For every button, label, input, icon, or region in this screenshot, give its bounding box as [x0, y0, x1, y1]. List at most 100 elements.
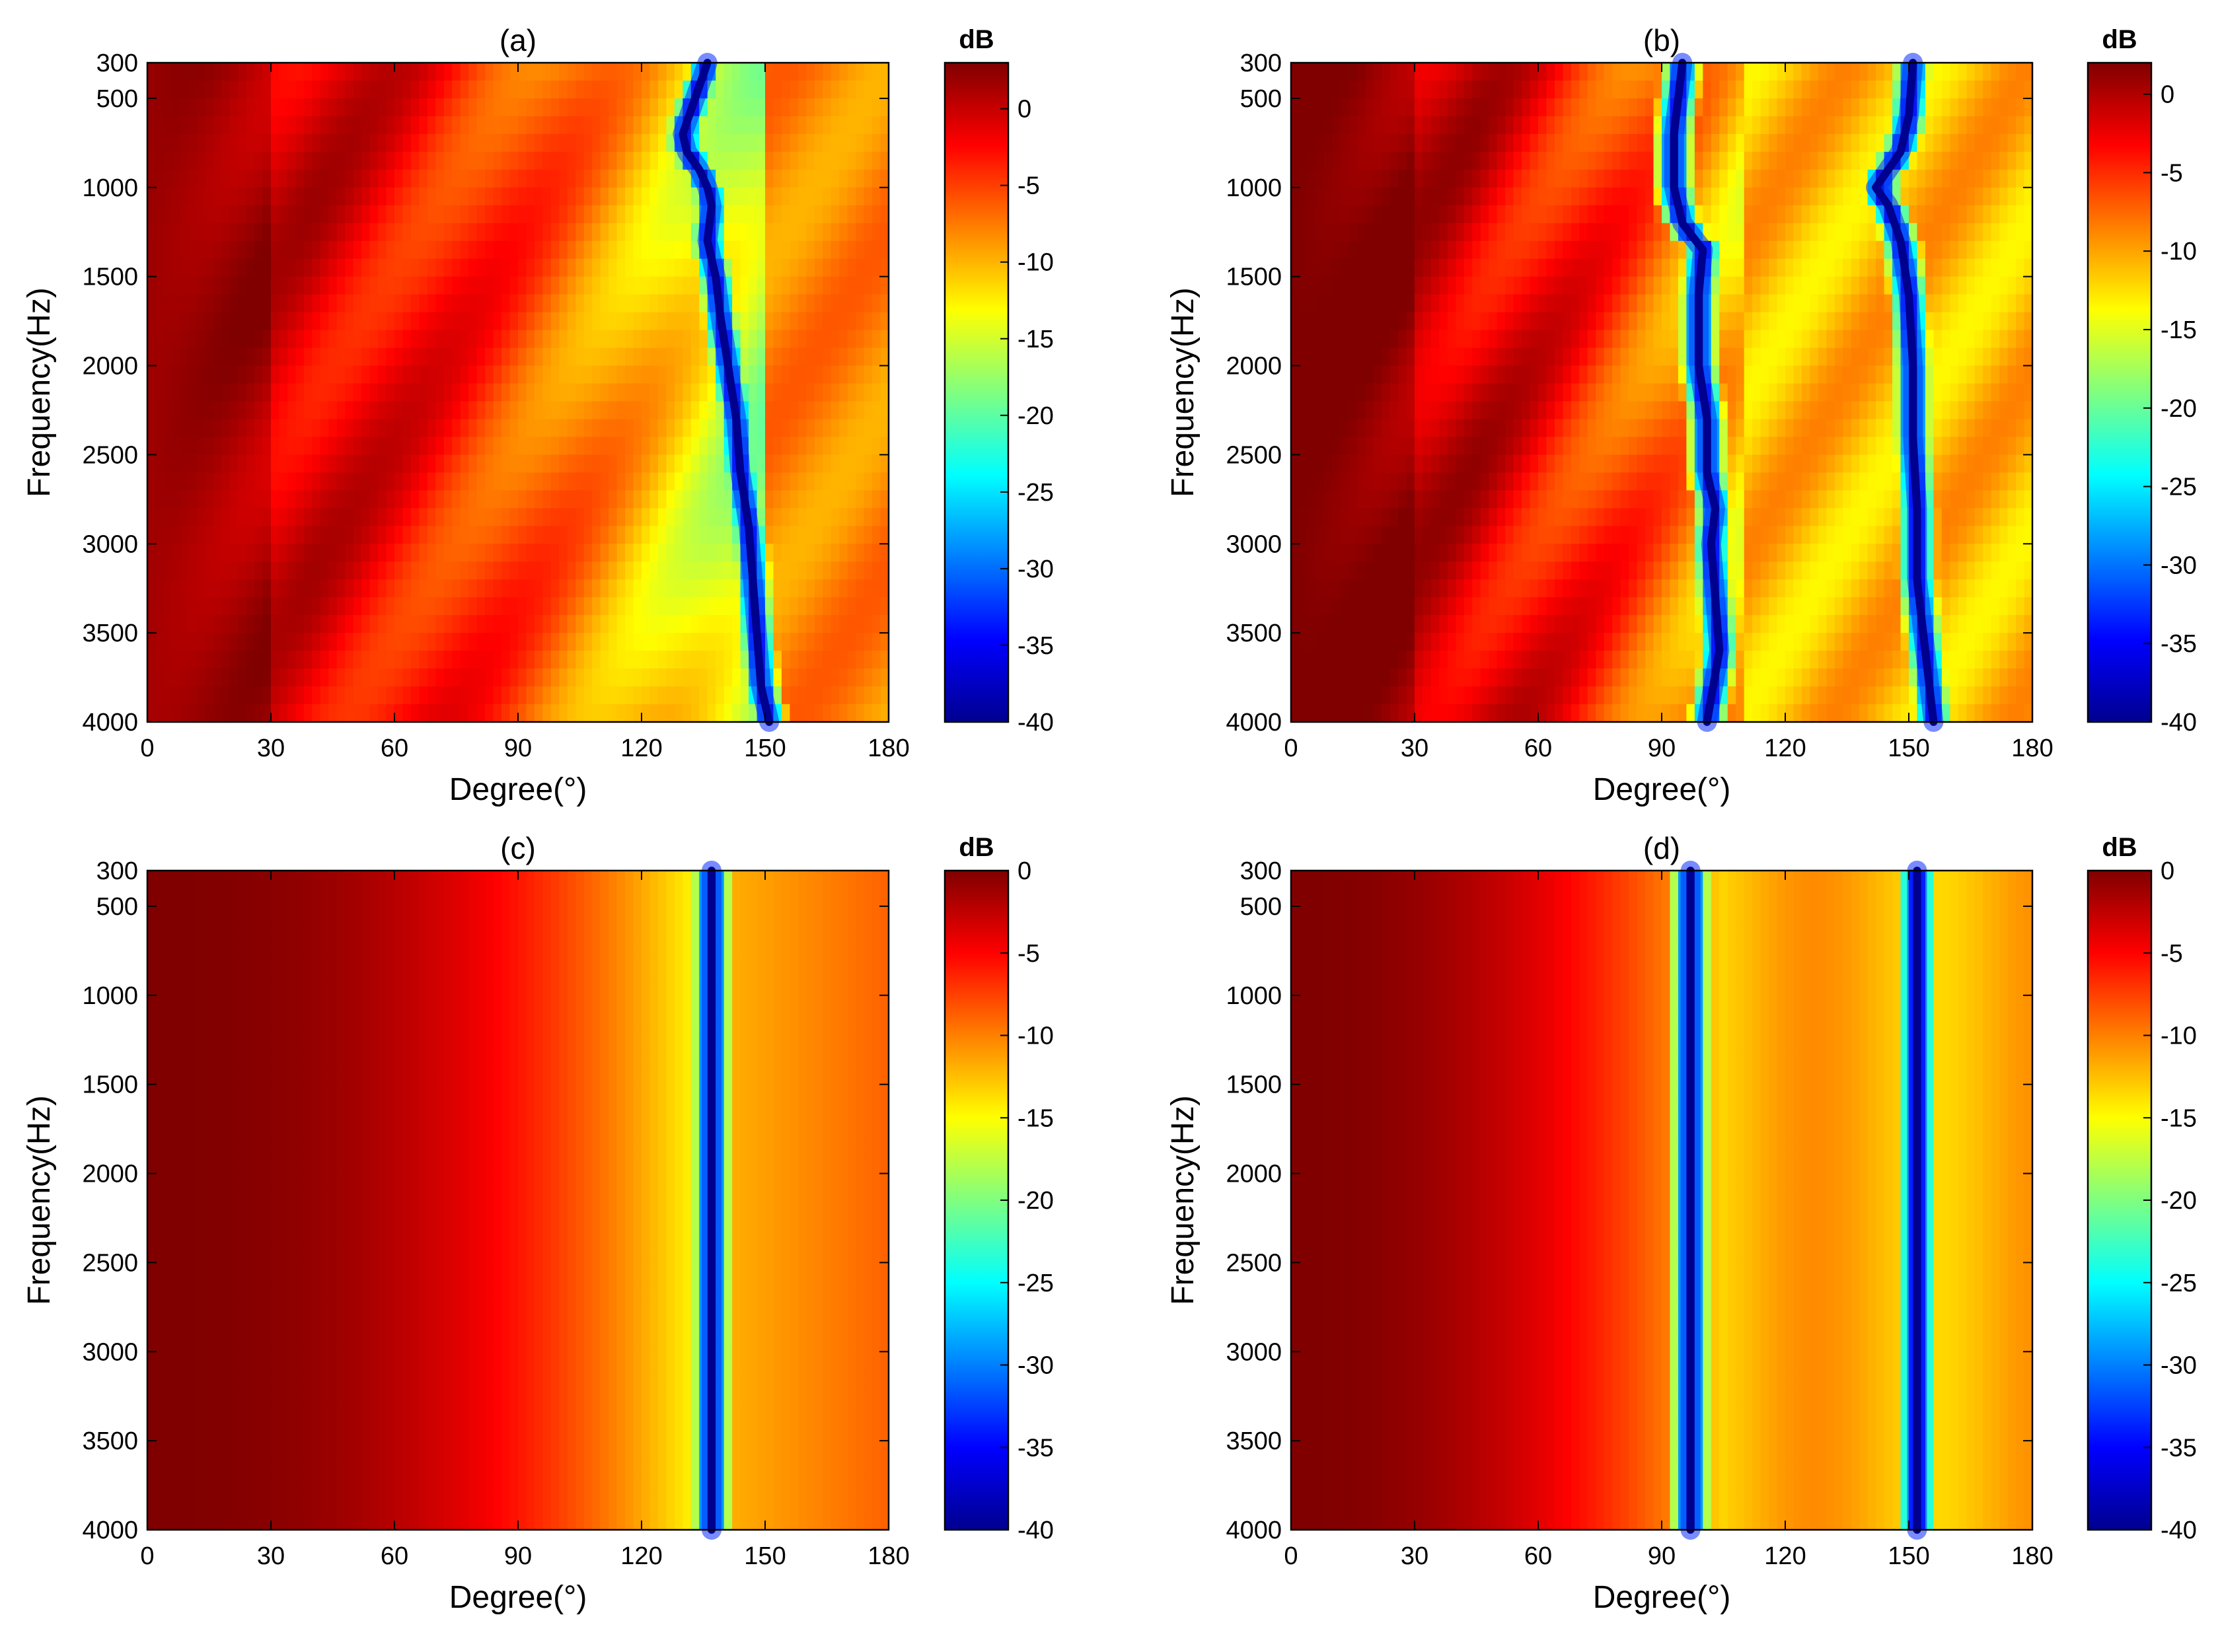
heatmap-cell — [1538, 294, 1547, 313]
heatmap-cell — [740, 365, 749, 384]
heatmap-cell — [1719, 169, 1728, 188]
heatmap-cell — [1579, 187, 1588, 206]
heatmap-cell — [781, 383, 791, 402]
heatmap-cell — [1769, 63, 1778, 81]
heatmap-cell — [1851, 116, 1860, 135]
heatmap-cell — [254, 151, 264, 170]
heatmap-cell — [1356, 116, 1366, 135]
heatmap-cell — [336, 686, 346, 705]
heatmap-cell — [493, 419, 502, 438]
heatmap-cell — [369, 80, 379, 99]
heatmap-cell — [353, 365, 362, 384]
heatmap-cell — [196, 633, 206, 651]
heatmap-cell — [213, 633, 222, 651]
heatmap-cell — [163, 258, 173, 277]
heatmap-cell — [542, 258, 552, 277]
heatmap-cell — [814, 312, 824, 331]
heatmap-cell — [509, 151, 519, 170]
heatmap-cell — [378, 472, 387, 491]
heatmap-cell — [609, 490, 618, 509]
heatmap-cell — [501, 347, 511, 367]
heatmap-cell — [1703, 151, 1712, 170]
heatmap-cell — [1513, 240, 1522, 260]
heatmap-cell — [806, 116, 815, 135]
heatmap-cell — [1530, 276, 1539, 295]
heatmap-cell — [831, 561, 840, 581]
heatmap-cell — [1415, 133, 1424, 153]
heatmap-cell — [1456, 63, 1465, 81]
heatmap-cell — [872, 63, 881, 81]
heatmap-cell — [163, 472, 173, 491]
heatmap-cell — [188, 401, 198, 420]
heatmap-cell — [238, 205, 247, 224]
heatmap-cell — [526, 347, 535, 367]
x-tick-label: 0 — [140, 735, 154, 762]
heatmap-cell — [559, 187, 568, 206]
heatmap-cell — [1678, 365, 1687, 384]
heatmap-cell — [147, 98, 157, 117]
heatmap-cell — [287, 508, 297, 527]
heatmap-cell — [1538, 365, 1547, 384]
heatmap-cell — [575, 223, 585, 242]
heatmap-cell — [550, 240, 560, 260]
heatmap-cell — [1983, 223, 1992, 242]
heatmap-cell — [600, 187, 609, 206]
heatmap-cell — [1596, 276, 1605, 295]
colorbar-tick-label: -35 — [1018, 632, 1054, 660]
heatmap-cell — [1406, 312, 1415, 331]
heatmap-cell — [814, 437, 824, 456]
heatmap-cell — [1307, 312, 1317, 331]
heatmap-cell — [1991, 133, 2000, 153]
heatmap-cell — [1851, 133, 1860, 153]
heatmap-cell — [592, 472, 601, 491]
heatmap-cell — [501, 205, 511, 224]
heatmap-cell — [1834, 98, 1844, 117]
heatmap-cell — [1867, 258, 1876, 277]
heatmap-cell — [361, 151, 371, 170]
heatmap-cell — [410, 508, 420, 527]
colorbar-gradient — [944, 61, 1010, 723]
heatmap-cell — [501, 365, 511, 384]
heatmap-cell — [1727, 80, 1736, 99]
heatmap-cell — [271, 258, 280, 277]
heatmap-cell — [765, 169, 774, 188]
heatmap-cell — [1670, 347, 1679, 367]
heatmap-cell — [254, 80, 264, 99]
heatmap-cell — [1958, 187, 1968, 206]
heatmap-cell — [427, 615, 437, 633]
heatmap-cell — [1958, 98, 1968, 117]
heatmap-cell — [287, 686, 297, 705]
heatmap-cell — [534, 312, 544, 331]
heatmap-cell — [205, 437, 214, 456]
heatmap-cell — [229, 169, 239, 188]
heatmap-cell — [642, 704, 651, 723]
heatmap-cell — [1299, 365, 1308, 384]
heatmap-cell — [336, 116, 346, 135]
heatmap-cell — [864, 169, 873, 188]
heatmap-cell — [1810, 294, 1819, 313]
heatmap-cell — [262, 330, 272, 349]
heatmap-cell — [781, 223, 791, 242]
heatmap-cell — [476, 312, 486, 331]
heatmap-cell — [410, 633, 420, 651]
heatmap-cell — [864, 330, 873, 349]
heatmap-cell — [262, 187, 272, 206]
heatmap-cell — [476, 597, 486, 616]
heatmap-cell — [872, 544, 881, 563]
heatmap-cell — [221, 437, 231, 456]
heatmap-cell — [271, 312, 280, 331]
heatmap-cell — [609, 330, 618, 349]
heatmap-cell — [328, 704, 338, 723]
heatmap-cell — [575, 508, 585, 527]
heatmap-cell — [1941, 98, 1951, 117]
heatmap-cell — [699, 116, 708, 135]
heatmap-cell — [657, 686, 667, 705]
heatmap-cell — [1974, 98, 1983, 117]
heatmap-cell — [847, 437, 856, 456]
heatmap-cell — [1472, 151, 1481, 170]
heatmap-cell — [657, 472, 667, 491]
heatmap-cell — [2016, 258, 2025, 277]
heatmap-cell — [1571, 116, 1580, 135]
heatmap-cell — [1933, 258, 1942, 277]
heatmap-cell — [155, 597, 165, 616]
